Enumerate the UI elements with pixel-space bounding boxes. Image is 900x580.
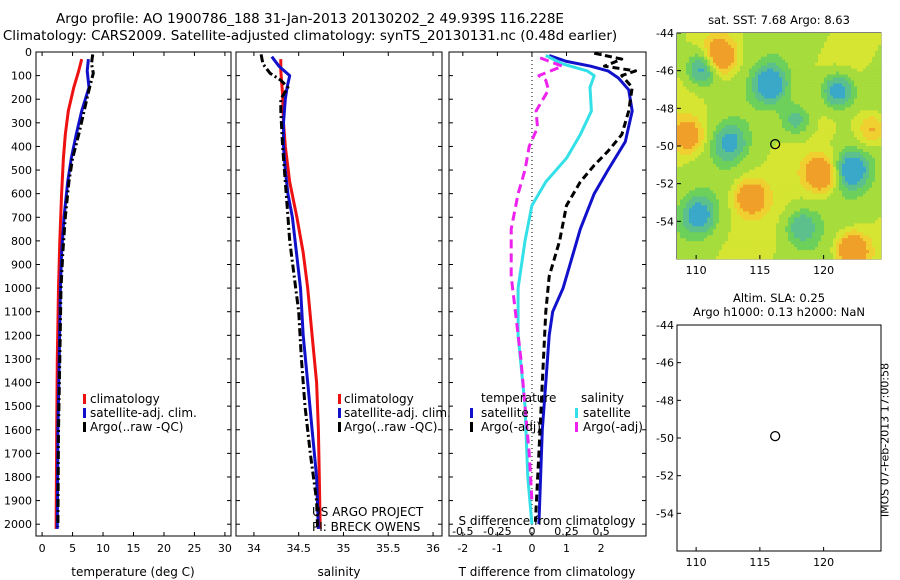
x-tick-label: 1 <box>563 542 570 555</box>
x2-tick-label: 0.25 <box>554 525 579 538</box>
legend-swatch-satellite <box>338 408 341 418</box>
series-line <box>56 54 95 527</box>
y-tick-label: 1900 <box>4 495 32 508</box>
x-tick-label: 5 <box>69 542 76 555</box>
legend-swatch-s-satellite <box>575 408 578 418</box>
series-line <box>54 58 84 529</box>
legend-label: climatology <box>344 392 414 406</box>
legend-label: Argo(..raw -QC) <box>90 420 183 434</box>
legend-swatch-s-argo <box>575 422 578 432</box>
y-tick-label: 600 <box>11 188 32 201</box>
y-tick-label: 700 <box>11 211 32 224</box>
y-tick-label: 500 <box>11 164 32 177</box>
difference-axes <box>448 51 647 537</box>
legend-swatch-climatology <box>83 394 86 404</box>
difference-legend: temperature salinity satellite Argo(-adj… <box>470 391 643 434</box>
x2-tick-label: 0.5 <box>592 525 610 538</box>
legend-title-salinity: salinity <box>581 391 624 405</box>
x-tick-label: 34.5 <box>286 542 311 555</box>
legend-label: satellite <box>481 406 529 420</box>
legend-label: satellite <box>583 406 631 420</box>
x-tick-label: 2 <box>598 542 605 555</box>
temperature-axes <box>35 51 232 537</box>
difference-x2label: S difference from climatology <box>459 514 636 528</box>
x-tick-label: 25 <box>187 542 201 555</box>
x2-tick-label: -0.5 <box>452 525 473 538</box>
x-tick-label: 10 <box>96 542 110 555</box>
temperature-legend: climatology satellite-adj. clim. Argo(..… <box>83 392 197 434</box>
series-line <box>537 54 634 525</box>
y-tick-label: 1600 <box>4 424 32 437</box>
y-tick-label: 1800 <box>4 471 32 484</box>
x-tick-label: 30 <box>218 542 232 555</box>
legend-swatch-climatology <box>338 394 341 404</box>
y-tick-label: 1100 <box>4 306 32 319</box>
legend-label: Argo(-adj) <box>481 420 541 434</box>
y-tick-label: 800 <box>11 235 32 248</box>
legend-label: climatology <box>90 392 160 406</box>
credit-line2: PI: BRECK OWENS <box>312 520 420 534</box>
x-tick-label: 36 <box>426 542 440 555</box>
sla-map-subtitle: Argo h1000: 0.13 h2000: NaN <box>693 305 865 319</box>
legend-swatch-t-argo <box>470 422 473 432</box>
series-line <box>259 54 319 527</box>
difference-xlabel: T difference from climatology <box>458 565 636 579</box>
legend-title-temperature: temperature <box>481 391 556 405</box>
y-tick-label: 2000 <box>4 518 32 531</box>
series-line <box>533 52 638 522</box>
x-tick-label: 35 <box>336 542 350 555</box>
figure-title-line1: Argo profile: AO 1900786_188 31-Jan-2013… <box>56 11 564 27</box>
x-tick-label: 0 <box>528 542 535 555</box>
y-tick-label: 400 <box>11 140 32 153</box>
sst-map-title: sat. SST: 7.68 Argo: 8.63 <box>708 13 850 27</box>
x-tick-label: 35.5 <box>376 542 401 555</box>
legend-label: satellite-adj. clim. <box>344 406 451 420</box>
salinity-legend: climatology satellite-adj. clim. Argo(..… <box>338 392 451 434</box>
y-tick-label: 900 <box>11 258 32 271</box>
legend-swatch-argo <box>83 422 86 432</box>
axis-ticks: 0100200300400500600700800900100011001200… <box>4 46 646 555</box>
sla-map-title: Altim. SLA: 0.25 <box>733 291 825 305</box>
y-tick-label: 200 <box>11 93 32 106</box>
credit-line1: US ARGO PROJECT <box>312 505 424 519</box>
y-tick-label: 1200 <box>4 329 32 342</box>
y-tick-label: 1700 <box>4 447 32 460</box>
figure-title-line2: Climatology: CARS2009. Satellite-adjuste… <box>2 28 618 44</box>
legend-swatch-argo <box>338 422 341 432</box>
x-tick-label: 20 <box>157 542 171 555</box>
x-tick-label: -1 <box>492 542 503 555</box>
temperature-series <box>54 54 95 529</box>
x2-tick-label: 0 <box>528 525 535 538</box>
x-tick-label: -2 <box>457 542 468 555</box>
y-tick-label: 100 <box>11 70 32 83</box>
temperature-xlabel: temperature (deg C) <box>71 565 194 579</box>
legend-swatch-t-satellite <box>470 408 473 418</box>
x-tick-label: 15 <box>127 542 141 555</box>
legend-label: Argo(-adj) <box>583 420 643 434</box>
legend-label: satellite-adj. clim. <box>90 406 197 420</box>
salinity-xlabel: salinity <box>317 565 360 579</box>
difference-series <box>509 52 638 525</box>
series-line <box>279 59 322 529</box>
salinity-series <box>259 54 322 529</box>
salinity-axes <box>235 51 443 537</box>
y-tick-label: 300 <box>11 117 32 130</box>
legend-label: Argo(..raw -QC) <box>344 420 437 434</box>
y-tick-label: 1300 <box>4 353 32 366</box>
y-tick-label: 1400 <box>4 377 32 390</box>
y-tick-label: 1000 <box>4 282 32 295</box>
legend-swatch-satellite <box>83 408 86 418</box>
x-tick-label: 34 <box>247 542 261 555</box>
series-line <box>270 55 320 529</box>
y-tick-label: 0 <box>25 46 32 59</box>
x2-tick-label: -0.25 <box>483 525 511 538</box>
y-tick-label: 1500 <box>4 400 32 413</box>
x-tick-label: 0 <box>39 542 46 555</box>
